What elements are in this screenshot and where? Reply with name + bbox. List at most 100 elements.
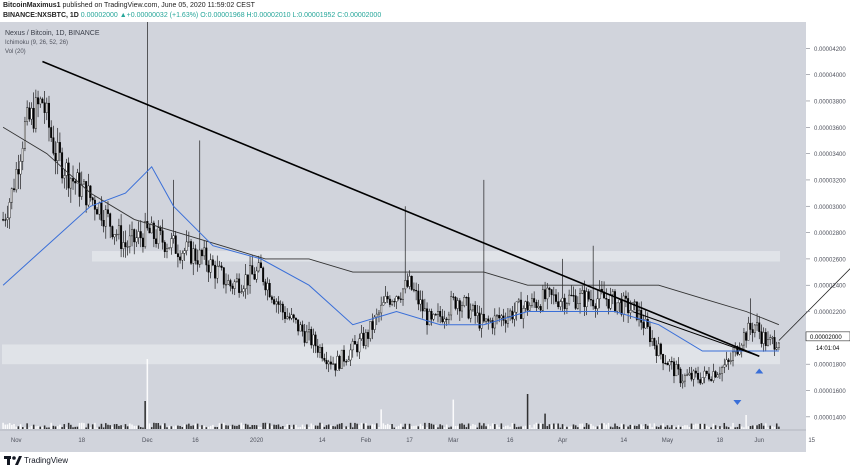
candle-body	[528, 305, 531, 311]
volume-bar	[511, 422, 514, 429]
price-chart[interactable]: Nexus / Bitcoin, 1D, BINANCE Ichimoku (9…	[0, 22, 850, 452]
time-tick-label: 15	[808, 438, 815, 444]
volume-bar	[72, 427, 74, 429]
volume-bar	[421, 425, 424, 429]
candle-body	[644, 319, 647, 329]
candle-body	[80, 183, 83, 197]
candle-body	[426, 308, 429, 326]
candle-body	[299, 324, 302, 332]
volume-bar	[382, 423, 385, 429]
volume-bar	[155, 423, 157, 429]
volume-bar	[177, 425, 179, 429]
ohlc-values: O:0.00001968 H:0.00002010 L:0.00001952 C…	[200, 12, 382, 19]
volume-bar	[485, 426, 487, 429]
volume-bar	[338, 423, 341, 429]
candle-body	[450, 296, 453, 316]
last-price-label: 0.00002000	[810, 335, 842, 341]
volume-bar	[697, 423, 699, 429]
volume-bar	[238, 424, 240, 429]
candle-body	[388, 298, 391, 305]
volume-bar	[539, 423, 542, 429]
volume-bar	[692, 424, 695, 429]
countdown-label: 14:01:04	[816, 346, 840, 352]
candle-body	[382, 302, 385, 306]
volume-bar	[561, 424, 564, 429]
candle-body	[607, 299, 610, 309]
volume-bar	[762, 425, 765, 429]
moving-averages-layer	[2, 126, 780, 352]
price-axis[interactable]: 0.00004200 0.00004000 0.00003800 0.00003600…	[805, 47, 850, 422]
candle-body	[155, 238, 158, 244]
volume-bar	[625, 426, 627, 429]
candle-body	[332, 363, 335, 365]
volume-bar	[284, 426, 286, 429]
volume-bar	[699, 423, 701, 429]
volume-bar	[507, 425, 509, 429]
volume-bar	[419, 423, 422, 429]
price-tick-label: 0.00002800	[814, 231, 846, 237]
volume-bar	[253, 425, 256, 429]
volume-bar	[747, 426, 750, 429]
volume-bar	[413, 425, 415, 429]
volume-bar	[153, 422, 155, 429]
volume-bar	[109, 425, 111, 429]
candle-body	[395, 296, 398, 302]
candle-body	[537, 306, 540, 308]
volume-bar	[292, 424, 295, 429]
volume-bar	[321, 423, 323, 429]
candle-body	[629, 310, 632, 314]
volume-bar	[351, 427, 354, 429]
candle-body	[371, 321, 374, 330]
candle-body	[642, 322, 645, 329]
volume-bar	[688, 426, 691, 429]
volume-bar	[673, 426, 675, 429]
volume-bar	[679, 426, 682, 429]
volume-bar	[50, 422, 52, 429]
volume-bar	[773, 426, 776, 429]
volume-bar	[268, 423, 271, 429]
candle-body	[174, 235, 177, 254]
time-axis[interactable]: Nov 18 Dec 16 2020 14 Feb 17 Mar 16 Apr 14 May 18 Jun 1…	[0, 429, 850, 444]
candle-body	[410, 275, 413, 290]
candle-body	[139, 231, 142, 239]
author-name[interactable]: BitcoinMaximus1	[3, 2, 61, 9]
volume-bar	[647, 425, 649, 429]
candle-body	[362, 332, 365, 346]
volume-bar	[332, 426, 334, 429]
volume-bar	[251, 425, 253, 429]
candle-body	[233, 281, 236, 289]
candle-body	[775, 347, 778, 350]
candle-body	[249, 265, 252, 286]
ma-fast-line	[2, 165, 779, 352]
volume-bar	[389, 425, 391, 429]
volume-bar	[671, 425, 673, 429]
candle-body	[751, 329, 754, 334]
candle-body	[23, 121, 26, 149]
candle-body	[19, 161, 22, 175]
candle-body	[264, 281, 267, 291]
volume-bar	[345, 426, 347, 429]
time-tick-label: 18	[78, 438, 85, 444]
candle-body	[415, 289, 418, 292]
price-tick-label: 0.00003200	[814, 178, 846, 184]
volume-bar	[631, 424, 634, 429]
volume-bar	[330, 425, 332, 429]
volume-bar	[531, 427, 533, 429]
candle-body	[697, 373, 700, 380]
candle-body	[683, 375, 686, 382]
candle-body	[666, 363, 669, 366]
candle-body	[358, 338, 361, 353]
volume-bar	[467, 423, 470, 429]
candle-body	[319, 347, 321, 353]
volume-bar	[39, 426, 42, 429]
candle-body	[524, 301, 527, 309]
volume-bar	[459, 423, 461, 429]
candle-body	[557, 301, 560, 308]
candle-body	[220, 265, 223, 268]
candle-body	[662, 354, 665, 364]
candle-body	[729, 360, 732, 362]
candle-body	[718, 373, 721, 375]
candle-body	[500, 315, 503, 319]
volume-bar	[496, 424, 498, 429]
volume-bar	[290, 426, 293, 429]
